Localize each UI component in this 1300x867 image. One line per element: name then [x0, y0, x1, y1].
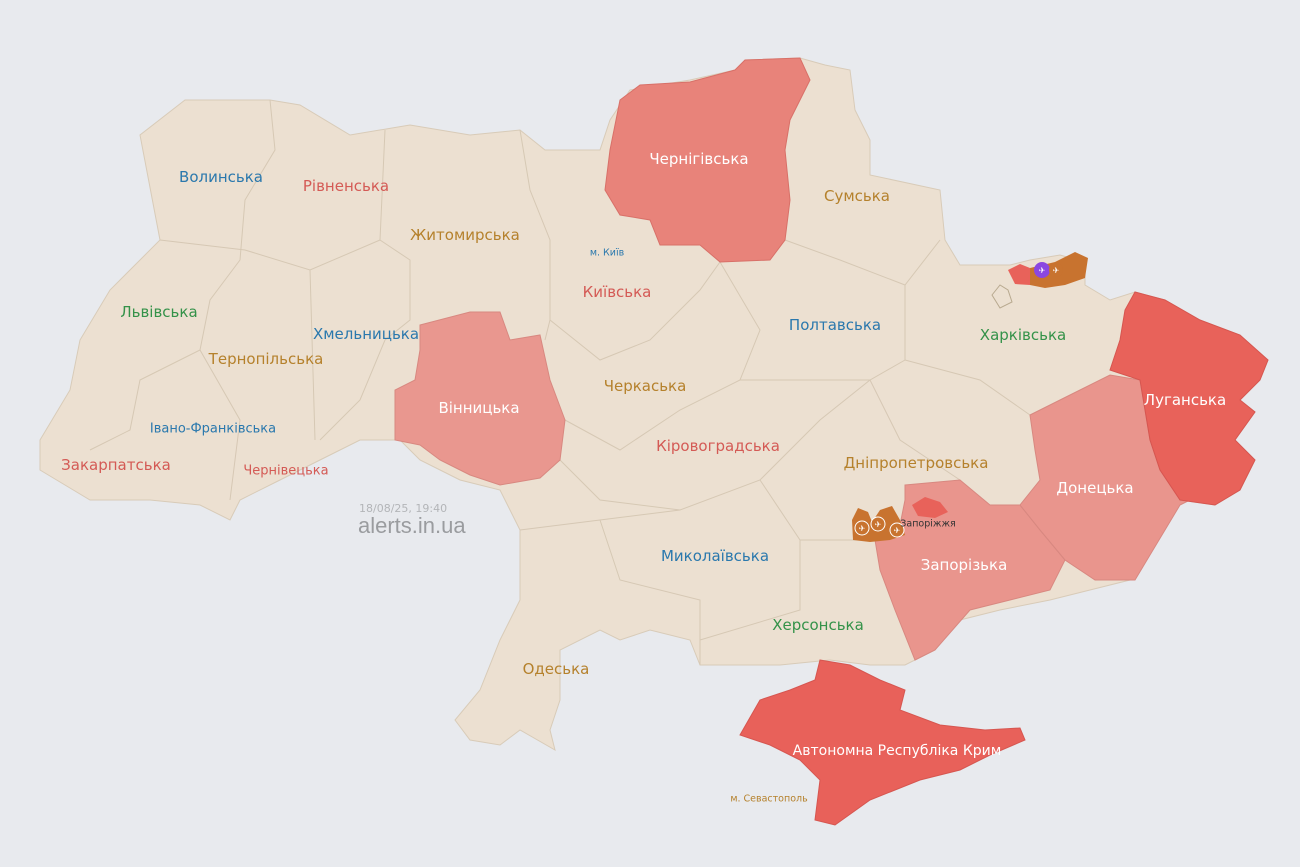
region-label: Донецька: [1056, 479, 1134, 497]
region-label: Івано-Франківська: [149, 421, 277, 437]
region-label: Автономна Республіка Крим: [792, 743, 1002, 759]
region-label: Кіровоградська: [656, 437, 780, 455]
region-label: Луганська: [1143, 391, 1227, 409]
region-label: Волинська: [179, 168, 263, 186]
artillery-icon: ✈: [1049, 263, 1063, 277]
region-label: Чернігівська: [649, 150, 749, 168]
region-label: м. Київ: [589, 247, 625, 259]
drone-icon: ✈: [1034, 262, 1050, 278]
region-label: Миколаївська: [660, 547, 770, 565]
region-label: Полтавська: [788, 316, 882, 334]
region-label: Вінницька: [438, 399, 520, 417]
region-label: Харківська: [979, 326, 1067, 344]
region-label: Черкаська: [603, 377, 687, 395]
region-label: Рівненська: [302, 177, 390, 195]
region-label: Львівська: [120, 303, 198, 321]
region-label: Закарпатська: [61, 456, 171, 474]
region-label: Хмельницька: [312, 325, 420, 343]
region-crimea[interactable]: [739, 659, 1026, 826]
oblast-borders: [89, 99, 1031, 665]
region-label: Запоріжжя: [900, 518, 956, 530]
region-label: Одеська: [522, 660, 590, 678]
timestamp: 18/08/25, 19:40: [359, 502, 448, 515]
region-label: м. Севастополь: [730, 793, 808, 805]
region-label: Дніпропетровська: [843, 454, 989, 472]
svg-text:✈: ✈: [1039, 266, 1046, 275]
svg-text:✈: ✈: [875, 520, 882, 529]
artillery-icon: ✈: [854, 520, 870, 536]
region-label: Запорізька: [920, 556, 1008, 574]
region-label: Херсонська: [772, 616, 864, 634]
hromada-kharkiv-red[interactable]: [1008, 264, 1030, 285]
region-label: Тернопільська: [208, 350, 324, 368]
artillery-icon: ✈: [870, 516, 886, 532]
region-chernihivska[interactable]: [604, 57, 811, 263]
region-vinnytska[interactable]: [394, 311, 566, 486]
svg-text:✈: ✈: [859, 524, 866, 533]
site-watermark: alerts.in.ua: [358, 513, 466, 538]
region-label: Сумська: [823, 187, 891, 205]
artillery-icon: ✈: [889, 522, 905, 538]
kharkiv-city-outline: [991, 284, 1013, 309]
svg-text:✈: ✈: [894, 526, 901, 535]
region-label: Житомирська: [410, 226, 520, 244]
hromada-zaporizhzhia-city[interactable]: [912, 497, 948, 518]
svg-text:✈: ✈: [1053, 266, 1060, 275]
region-luhanska[interactable]: [1109, 291, 1269, 506]
region-label: Київська: [582, 283, 652, 301]
region-label: Чернівецька: [243, 463, 329, 479]
